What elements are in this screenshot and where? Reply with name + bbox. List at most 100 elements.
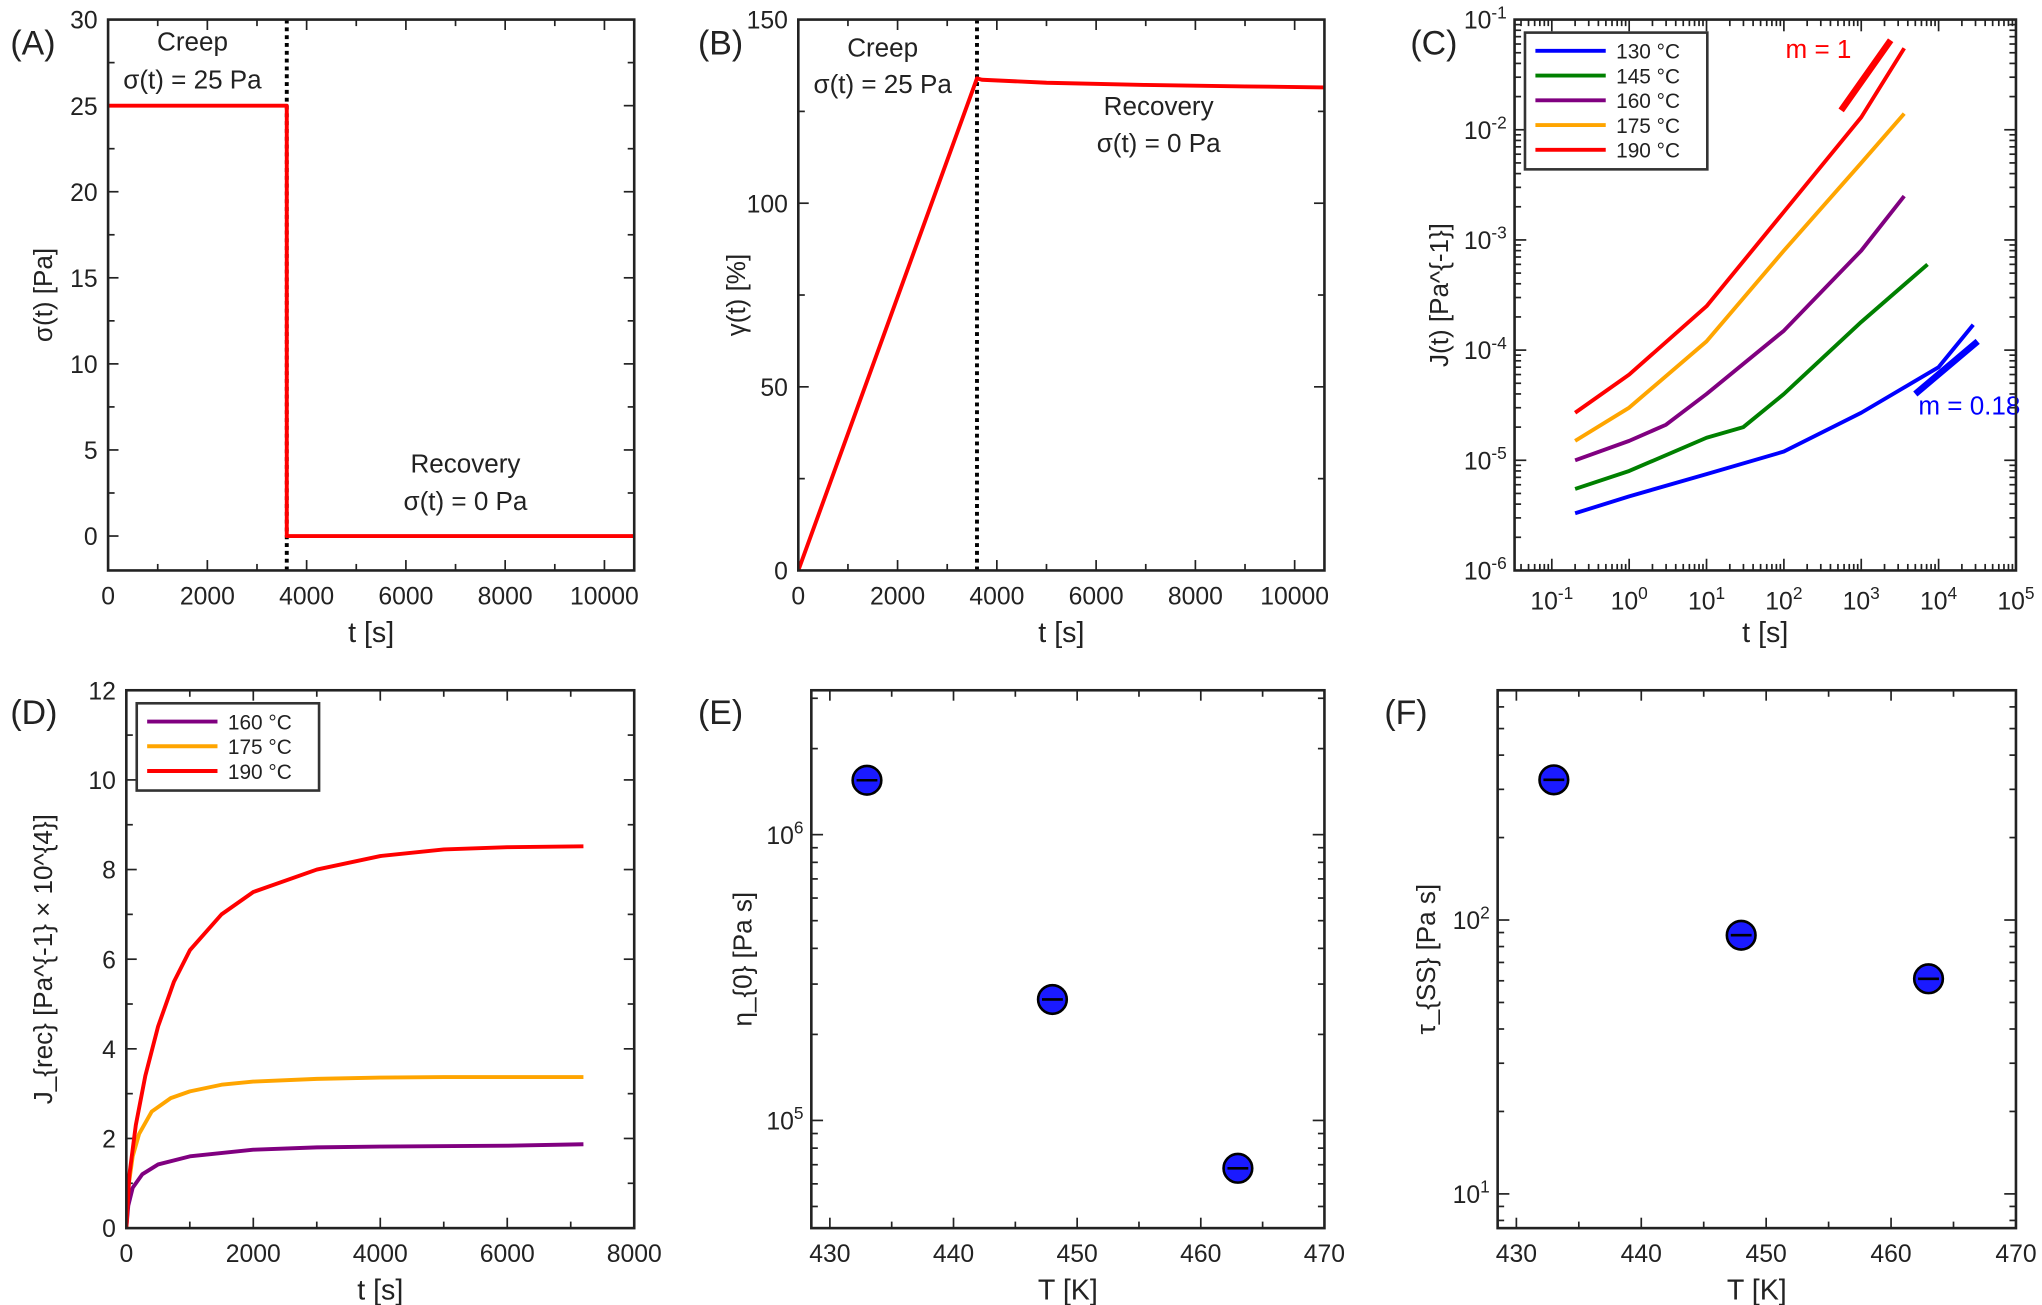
plot-frame xyxy=(1496,688,2018,1230)
y-tick-label: 10-6 xyxy=(1464,553,1507,585)
x-axis-label: t [s] xyxy=(348,617,394,649)
panel-e: (E) 430 440 450 460 470 105 106 T [K] η_{0} [Pa s… xyxy=(698,688,1345,1305)
panel-f: (F) 430 440 450 460 470 101 102 T [K] τ_{SS} [Pa … xyxy=(1384,688,2037,1305)
y-axis-label: J_{rec} [Pa^{-1} × 10^{4}] xyxy=(28,814,58,1104)
series-line-130c xyxy=(1574,323,1975,516)
x-tick-label: 100 xyxy=(1611,583,1648,615)
x-tick-label: 10000 xyxy=(570,583,639,610)
series-line-190c xyxy=(126,844,584,1229)
panel-label: (F) xyxy=(1384,694,1427,732)
y-tick-label: 6 xyxy=(102,947,116,974)
legend-label: 175 °C xyxy=(228,736,292,759)
x-tick-label: 470 xyxy=(1304,1241,1345,1268)
x-tick-label: 102 xyxy=(1765,583,1802,615)
legend-label: 190 °C xyxy=(228,761,292,784)
panel-d: (D) 0 2000 4000 6000 8000 0 2 4 6 8 10 12 t [s] J_{rec… xyxy=(10,678,661,1305)
annotation: σ(t) = 25 Pa xyxy=(123,64,262,94)
y-tick-label: 12 xyxy=(88,678,116,705)
panel-label: (D) xyxy=(10,694,57,732)
y-tick-label: 4 xyxy=(102,1037,116,1064)
legend-label: 175 °C xyxy=(1616,115,1680,138)
x-tick-label: 6000 xyxy=(1069,583,1124,610)
x-tick-label: 2000 xyxy=(226,1241,281,1268)
series-line-160c xyxy=(1574,194,1906,463)
x-axis-label: T [K] xyxy=(1727,1275,1787,1305)
x-tick-label: 430 xyxy=(809,1241,850,1268)
y-tick-label: 2 xyxy=(102,1127,116,1154)
series-line-145c xyxy=(1574,262,1929,491)
slope-label: m = 0.18 xyxy=(1918,391,2020,421)
legend-label: 130 °C xyxy=(1616,41,1680,64)
x-tick-label: 470 xyxy=(1995,1241,2036,1268)
x-tick-label: 6000 xyxy=(378,583,433,610)
x-tick-label: 4000 xyxy=(969,583,1024,610)
x-tick-label: 2000 xyxy=(870,583,925,610)
plot-area xyxy=(1574,38,1980,516)
x-axis-label: t [s] xyxy=(1742,617,1788,649)
legend-label: 145 °C xyxy=(1616,65,1680,88)
y-tick-label: 8 xyxy=(102,858,116,885)
x-tick-label: 4000 xyxy=(279,583,334,610)
slope-line xyxy=(1838,38,1894,113)
legend-label: 160 °C xyxy=(228,711,292,734)
y-tick-label: 106 xyxy=(766,817,803,849)
panel-label: (A) xyxy=(10,25,55,63)
annotation: σ(t) = 25 Pa xyxy=(814,69,953,99)
y-axis-label: η_{0} [Pa s] xyxy=(727,892,757,1027)
x-tick-label: 105 xyxy=(1997,583,2034,615)
ticks xyxy=(107,18,635,571)
x-tick-label: 2000 xyxy=(180,583,235,610)
y-axis-label: γ(t) [%] xyxy=(721,254,751,336)
legend-box xyxy=(135,701,321,792)
y-tick-label: 0 xyxy=(84,524,98,551)
plot-frame xyxy=(1513,18,2018,572)
plot-area xyxy=(798,19,1325,571)
y-tick-label: 101 xyxy=(1453,1177,1490,1209)
y-tick-label: 20 xyxy=(70,180,98,207)
ticks xyxy=(811,690,1326,1229)
plot-area xyxy=(108,19,635,571)
y-tick-label: 30 xyxy=(70,8,98,35)
y-tick-label: 102 xyxy=(1453,903,1490,935)
x-tick-label: 460 xyxy=(1180,1241,1221,1268)
series-line-0 xyxy=(798,76,1325,571)
legend-label: 190 °C xyxy=(1616,140,1680,163)
panel-label: (C) xyxy=(1410,25,1457,63)
ticks xyxy=(797,18,1325,572)
series-line-160c xyxy=(126,1142,584,1229)
y-tick-label: 10-2 xyxy=(1464,112,1507,144)
series-line-175c xyxy=(1574,112,1906,443)
x-tick-label: 4000 xyxy=(353,1241,408,1268)
annotation: Creep xyxy=(157,27,228,57)
panel-b: (B) 0 2000 4000 6000 8000 10000 0 50 100 150 t [s] γ… xyxy=(698,8,1329,649)
x-tick-label: 440 xyxy=(1621,1241,1662,1268)
x-axis-label: t [s] xyxy=(357,1275,403,1305)
ticks xyxy=(1497,690,2017,1229)
y-tick-label: 5 xyxy=(84,438,98,465)
y-tick-label: 10-5 xyxy=(1464,443,1507,475)
y-tick-label: 150 xyxy=(747,8,788,35)
y-tick-label: 100 xyxy=(747,191,788,218)
y-tick-label: 15 xyxy=(70,266,98,293)
plot-frame xyxy=(797,18,1326,572)
x-tick-label: 6000 xyxy=(480,1241,535,1268)
x-axis-label: T [K] xyxy=(1038,1275,1098,1305)
plot-area xyxy=(126,844,584,1229)
series-line-190c xyxy=(1574,47,1906,415)
slope-label: m = 1 xyxy=(1786,34,1852,64)
x-tick-label: 104 xyxy=(1920,583,1958,615)
annotation: Recovery xyxy=(410,448,520,478)
x-tick-label: 8000 xyxy=(1168,583,1223,610)
y-tick-label: 10 xyxy=(70,352,98,379)
x-tick-label: 440 xyxy=(933,1241,974,1268)
x-tick-label: 10-1 xyxy=(1530,583,1573,615)
series-line-0 xyxy=(108,103,635,539)
y-axis-label: J(t) [Pa^{-1}] xyxy=(1424,223,1454,367)
y-tick-label: 0 xyxy=(774,559,788,586)
annotation: Recovery xyxy=(1104,91,1214,121)
plot-frame xyxy=(106,18,636,572)
annotation: Creep xyxy=(847,32,918,62)
x-tick-label: 101 xyxy=(1688,583,1725,615)
